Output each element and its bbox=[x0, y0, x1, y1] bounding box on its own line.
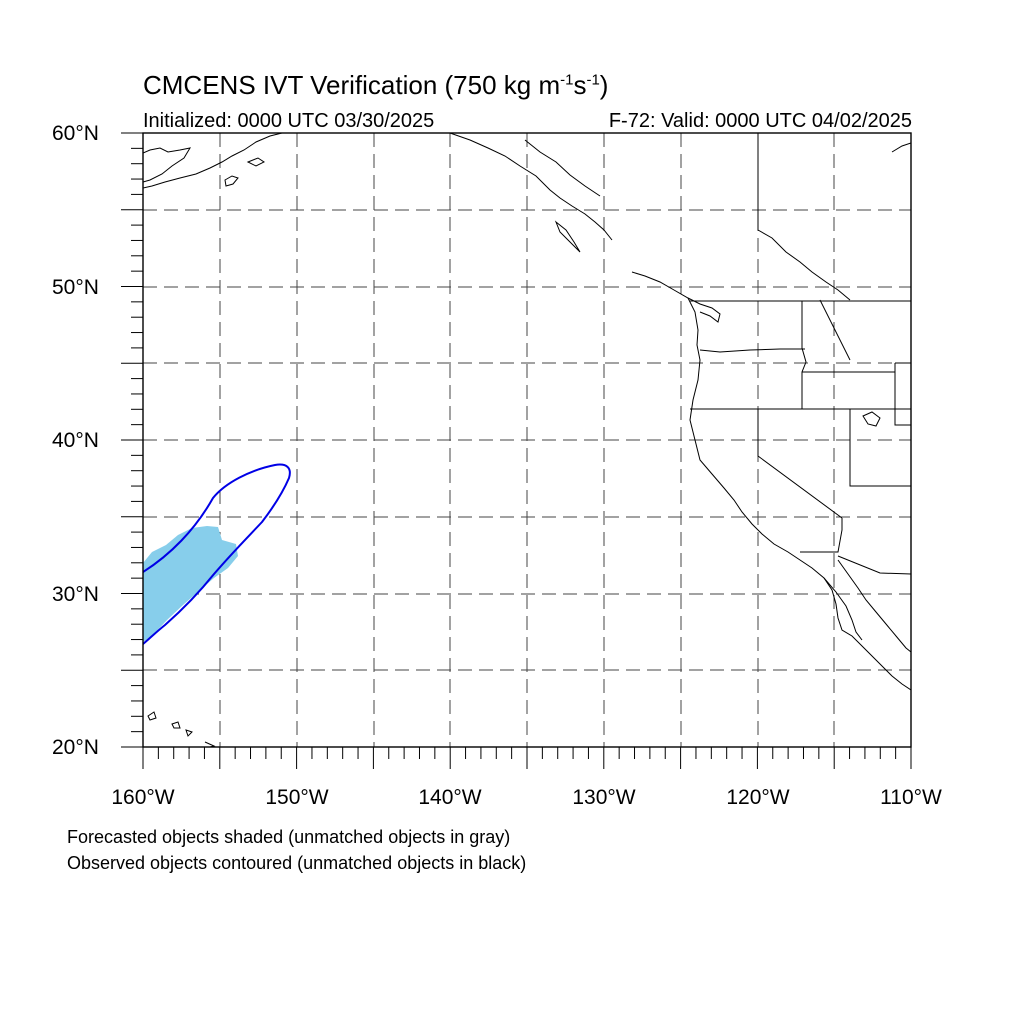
forecast-ivt-object bbox=[143, 526, 238, 642]
axis-ticks bbox=[121, 132, 912, 769]
observed-ivt-contour bbox=[143, 463, 291, 645]
lat-label-40n: 40°N bbox=[52, 429, 99, 452]
lon-label-150w: 150°W bbox=[265, 786, 329, 809]
lon-label-140w: 140°W bbox=[418, 786, 482, 809]
init-time-label: Initialized: 0000 UTC 03/30/2025 bbox=[143, 110, 435, 132]
map-title: CMCENS IVT Verification (750 kg m-1s-1) bbox=[143, 70, 609, 100]
lon-label-130w: 130°W bbox=[572, 786, 636, 809]
lon-label-110w: 110°W bbox=[880, 786, 942, 809]
lat-label-20n: 20°N bbox=[52, 736, 99, 759]
grid-lines bbox=[143, 133, 911, 747]
valid-time-label: F-72: Valid: 0000 UTC 04/02/2025 bbox=[608, 110, 912, 132]
forecast-legend-note: Forecasted objects shaded (unmatched obj… bbox=[67, 827, 511, 847]
observed-legend-note: Observed objects contoured (unmatched ob… bbox=[67, 853, 527, 873]
lat-label-60n: 60°N bbox=[52, 122, 99, 145]
lat-label-30n: 30°N bbox=[52, 583, 99, 606]
political-borders bbox=[690, 133, 911, 575]
coastlines bbox=[143, 133, 911, 747]
lon-label-120w: 120°W bbox=[726, 786, 790, 809]
lat-label-50n: 50°N bbox=[52, 276, 99, 299]
lon-label-160w: 160°W bbox=[111, 786, 175, 809]
